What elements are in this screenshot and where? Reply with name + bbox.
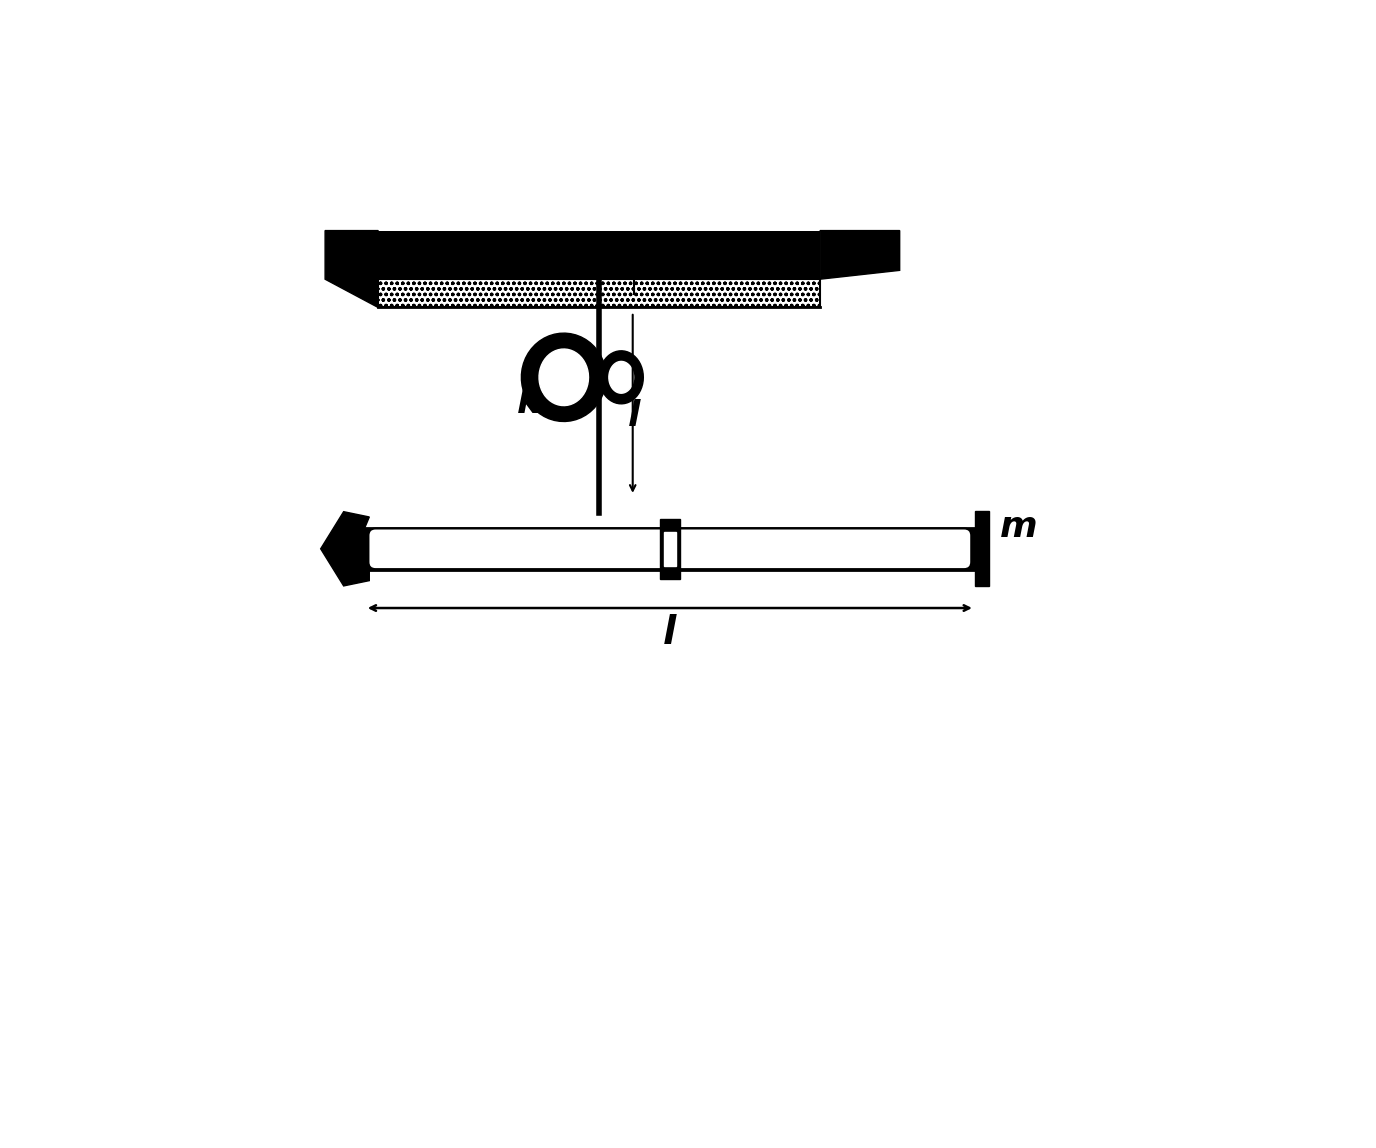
Polygon shape (321, 512, 369, 585)
Polygon shape (539, 349, 589, 405)
Bar (365, 528, 974, 571)
Bar (378, 279, 820, 308)
Text: l: l (663, 614, 677, 652)
Polygon shape (820, 231, 900, 279)
Polygon shape (608, 362, 633, 394)
Polygon shape (325, 231, 378, 308)
Bar (378, 231, 820, 279)
Polygon shape (599, 351, 644, 404)
Text: m: m (1000, 510, 1038, 544)
Polygon shape (522, 333, 607, 421)
Text: k: k (516, 386, 541, 420)
FancyBboxPatch shape (369, 528, 971, 569)
Bar (660, 519, 680, 579)
Bar (974, 511, 989, 587)
Bar (663, 532, 676, 566)
Text: l: l (629, 400, 641, 433)
